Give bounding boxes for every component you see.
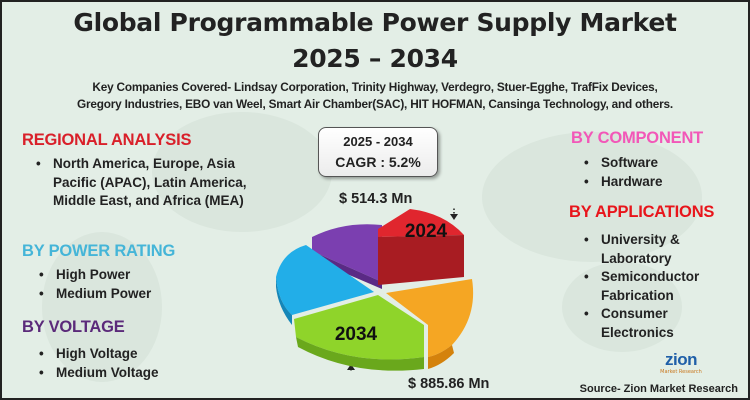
power-rating-list: High Power Medium Power	[37, 266, 151, 303]
list-item: Medium Voltage	[37, 364, 159, 383]
list-item: Consumer Electronics	[582, 305, 742, 342]
list-item: University & Laboratory	[582, 231, 742, 268]
power-rating-heading: BY POWER RATING	[22, 242, 176, 260]
list-item: High Power	[37, 266, 151, 285]
value-2034: $ 885.86 Mn	[408, 376, 490, 392]
pie-slice-blue	[276, 245, 374, 315]
component-list: Software Hardware	[582, 154, 663, 191]
value-2024: $ 514.3 Mn	[339, 191, 413, 207]
connector-line	[453, 207, 455, 215]
pie-chart: 2024 2034	[276, 207, 474, 372]
pie-slice-red	[378, 209, 464, 237]
arrow-icon	[347, 364, 355, 370]
arrow-icon	[450, 214, 458, 220]
list-item: Medium Power	[37, 285, 151, 304]
label-2034: 2034	[335, 324, 378, 345]
regional-list: North America, Europe, Asia Pacific (APA…	[34, 155, 264, 211]
page-title: Global Programmable Power Supply Market	[73, 8, 677, 37]
zion-logo: zion Market Research	[660, 350, 702, 376]
key-companies: Key Companies Covered- Lindsay Corporati…	[77, 80, 673, 111]
pie-slice-purple	[312, 224, 382, 282]
list-item: North America, Europe, Asia Pacific (APA…	[34, 155, 264, 211]
cagr-badge: 2025 - 2034 CAGR : 5.2%	[318, 127, 438, 177]
applications-heading: BY APPLICATIONS	[569, 203, 715, 221]
voltage-list: High Voltage Medium Voltage	[37, 345, 159, 382]
applications-list: University & Laboratory Semiconductor Fa…	[582, 231, 742, 342]
page-title-years: 2025 – 2034	[292, 44, 458, 73]
pie-slice-green	[294, 295, 424, 360]
list-item: Software	[582, 154, 663, 173]
pie-slice-orange	[386, 279, 474, 357]
label-2024: 2024	[405, 221, 448, 242]
regional-analysis-heading: REGIONAL ANALYSIS	[22, 131, 192, 149]
list-item: Hardware	[582, 173, 663, 192]
list-item: High Voltage	[37, 345, 159, 364]
component-heading: BY COMPONENT	[571, 129, 704, 147]
voltage-heading: BY VOLTAGE	[22, 318, 125, 336]
source-note: Source- Zion Market Research	[579, 383, 738, 395]
list-item: Semiconductor Fabrication	[582, 268, 742, 305]
